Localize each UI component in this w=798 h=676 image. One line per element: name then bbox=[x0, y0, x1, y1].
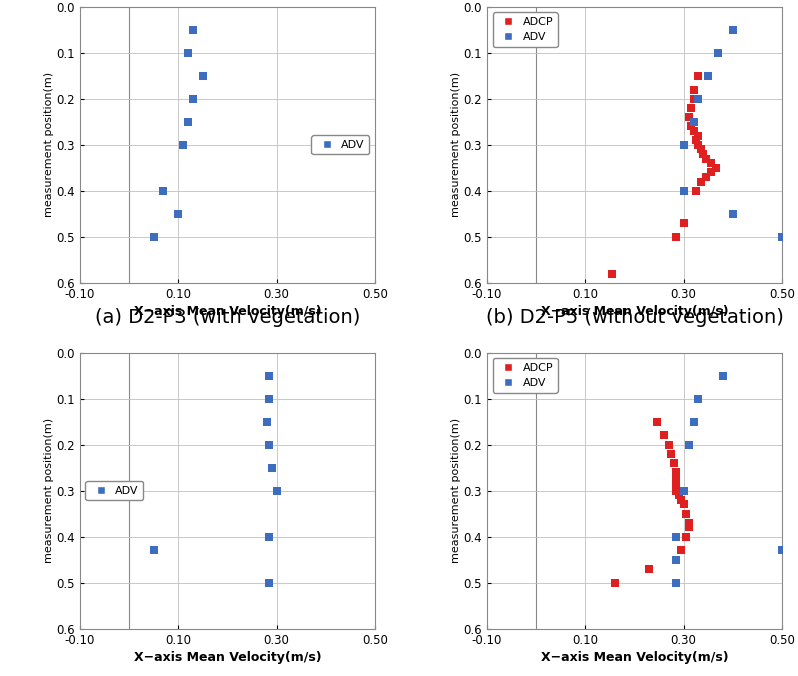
ADCP bbox=[678, 218, 690, 228]
Y-axis label: measurement position(m): measurement position(m) bbox=[451, 72, 460, 218]
ADV bbox=[717, 370, 729, 381]
ADV bbox=[263, 439, 275, 450]
ADV bbox=[726, 24, 739, 35]
ADCP bbox=[680, 508, 693, 519]
ADCP bbox=[662, 439, 675, 450]
ADCP bbox=[687, 93, 700, 104]
Y-axis label: measurement position(m): measurement position(m) bbox=[451, 418, 460, 563]
ADV bbox=[182, 47, 195, 58]
ADCP bbox=[692, 130, 705, 141]
ADCP bbox=[650, 416, 663, 427]
ADV bbox=[670, 531, 683, 542]
Y-axis label: measurement position(m): measurement position(m) bbox=[44, 72, 53, 218]
ADV bbox=[712, 47, 725, 58]
ADV bbox=[692, 93, 705, 104]
ADCP bbox=[608, 577, 621, 588]
Y-axis label: measurement position(m): measurement position(m) bbox=[44, 418, 53, 563]
ADV bbox=[776, 231, 788, 242]
ADCP bbox=[670, 485, 683, 496]
ADV bbox=[702, 70, 715, 81]
ADCP bbox=[682, 112, 695, 122]
ADCP bbox=[694, 144, 707, 155]
ADCP bbox=[685, 121, 697, 132]
ADCP bbox=[699, 153, 712, 164]
ADV bbox=[263, 531, 275, 542]
ADV bbox=[678, 485, 690, 496]
ADV bbox=[182, 116, 195, 127]
ADV bbox=[687, 416, 700, 427]
ADCP bbox=[670, 231, 683, 242]
X-axis label: X−axis Mean Velocity(m/s): X−axis Mean Velocity(m/s) bbox=[541, 651, 729, 664]
ADV bbox=[687, 116, 700, 127]
ADCP bbox=[667, 458, 680, 468]
ADV bbox=[172, 208, 184, 219]
ADV bbox=[670, 577, 683, 588]
ADV bbox=[670, 554, 683, 565]
Legend: ADCP, ADV: ADCP, ADV bbox=[492, 358, 558, 393]
ADCP bbox=[687, 84, 700, 95]
ADV bbox=[263, 577, 275, 588]
ADV bbox=[196, 70, 209, 81]
ADCP bbox=[685, 103, 697, 114]
X-axis label: X−axis Mean Velocity(m/s): X−axis Mean Velocity(m/s) bbox=[541, 305, 729, 318]
X-axis label: X−axis Mean Velocity(m/s): X−axis Mean Velocity(m/s) bbox=[133, 651, 321, 664]
ADCP bbox=[694, 176, 707, 187]
Legend: ADCP, ADV: ADCP, ADV bbox=[492, 12, 558, 47]
ADV bbox=[776, 545, 788, 556]
X-axis label: X−axis Mean Velocity(m/s): X−axis Mean Velocity(m/s) bbox=[133, 305, 321, 318]
ADCP bbox=[678, 499, 690, 510]
ADV bbox=[678, 185, 690, 196]
ADCP bbox=[673, 490, 685, 501]
ADCP bbox=[692, 70, 705, 81]
ADCP bbox=[606, 268, 618, 279]
ADCP bbox=[689, 135, 702, 145]
ADCP bbox=[670, 481, 683, 491]
ADV bbox=[147, 545, 160, 556]
ADCP bbox=[670, 467, 683, 478]
ADCP bbox=[699, 172, 712, 183]
ADV bbox=[187, 93, 200, 104]
ADCP bbox=[670, 471, 683, 482]
ADV bbox=[270, 485, 282, 496]
ADV bbox=[263, 393, 275, 404]
ADCP bbox=[670, 476, 683, 487]
ADCP bbox=[682, 517, 695, 528]
ADV bbox=[176, 139, 189, 150]
ADCP bbox=[658, 430, 670, 441]
Legend: ADV: ADV bbox=[311, 135, 369, 154]
ADV bbox=[682, 439, 695, 450]
ADCP bbox=[687, 126, 700, 137]
ADV bbox=[692, 393, 705, 404]
ADCP bbox=[675, 545, 688, 556]
ADCP bbox=[680, 531, 693, 542]
Text: (a) D2-P3 (with vegetation): (a) D2-P3 (with vegetation) bbox=[95, 308, 360, 327]
ADCP bbox=[682, 522, 695, 533]
ADV bbox=[263, 370, 275, 381]
ADV bbox=[265, 462, 278, 473]
ADCP bbox=[705, 167, 717, 178]
Legend: ADV: ADV bbox=[85, 481, 144, 500]
ADV bbox=[726, 208, 739, 219]
ADV bbox=[147, 231, 160, 242]
ADCP bbox=[665, 448, 678, 459]
ADCP bbox=[709, 162, 722, 173]
ADV bbox=[260, 416, 273, 427]
ADV bbox=[187, 24, 200, 35]
ADV bbox=[678, 139, 690, 150]
ADCP bbox=[697, 149, 709, 160]
ADCP bbox=[643, 564, 656, 575]
Text: (b) D2-P5 (without vegetation): (b) D2-P5 (without vegetation) bbox=[485, 308, 784, 327]
ADCP bbox=[705, 158, 717, 168]
ADV bbox=[157, 185, 170, 196]
ADCP bbox=[689, 185, 702, 196]
ADCP bbox=[692, 139, 705, 150]
ADCP bbox=[675, 494, 688, 505]
